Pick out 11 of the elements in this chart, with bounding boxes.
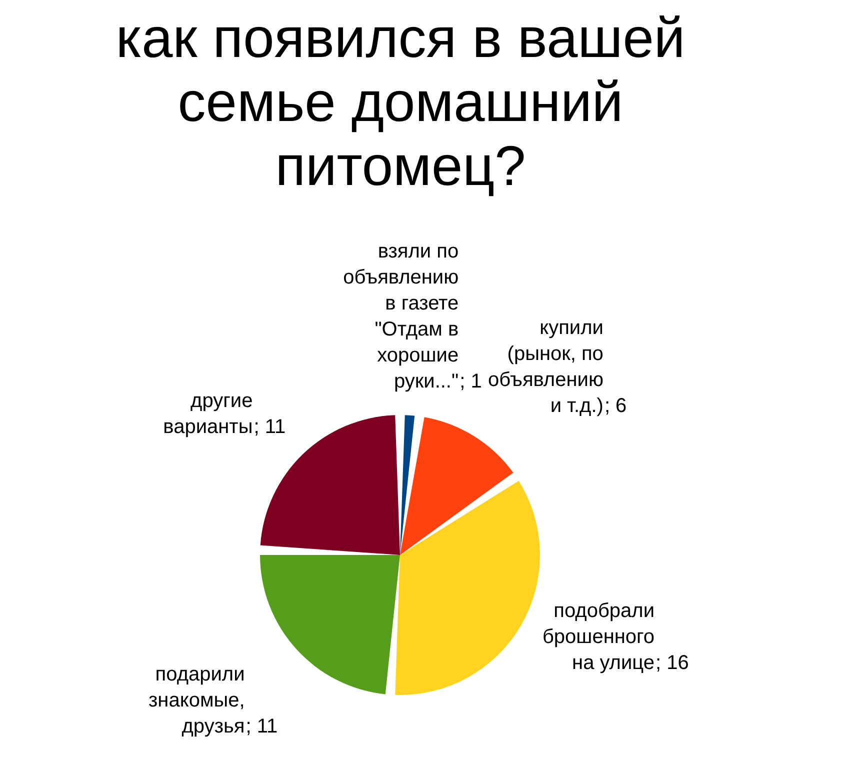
slice-label: подарили знакомые, друзья xyxy=(148,664,245,738)
data-label: ; 11 xyxy=(254,416,286,438)
data-label: ; 11 xyxy=(246,716,278,738)
slice-label: взяли по объявлению в газете "Отдам в хорошие руки..." xyxy=(343,240,459,392)
slice-label: купили (рынок, по объявлению и т.д.) xyxy=(488,316,604,417)
data-label: ; 6 xyxy=(604,394,627,417)
slice-label: подобрали брошенного на улице xyxy=(542,600,655,674)
data-label: ; 1 xyxy=(460,370,482,392)
slice-label: другие варианты xyxy=(163,390,253,438)
chart-title: как появился в вашей семье домашний питомец? xyxy=(116,6,686,197)
data-label: ; 16 xyxy=(656,652,689,674)
